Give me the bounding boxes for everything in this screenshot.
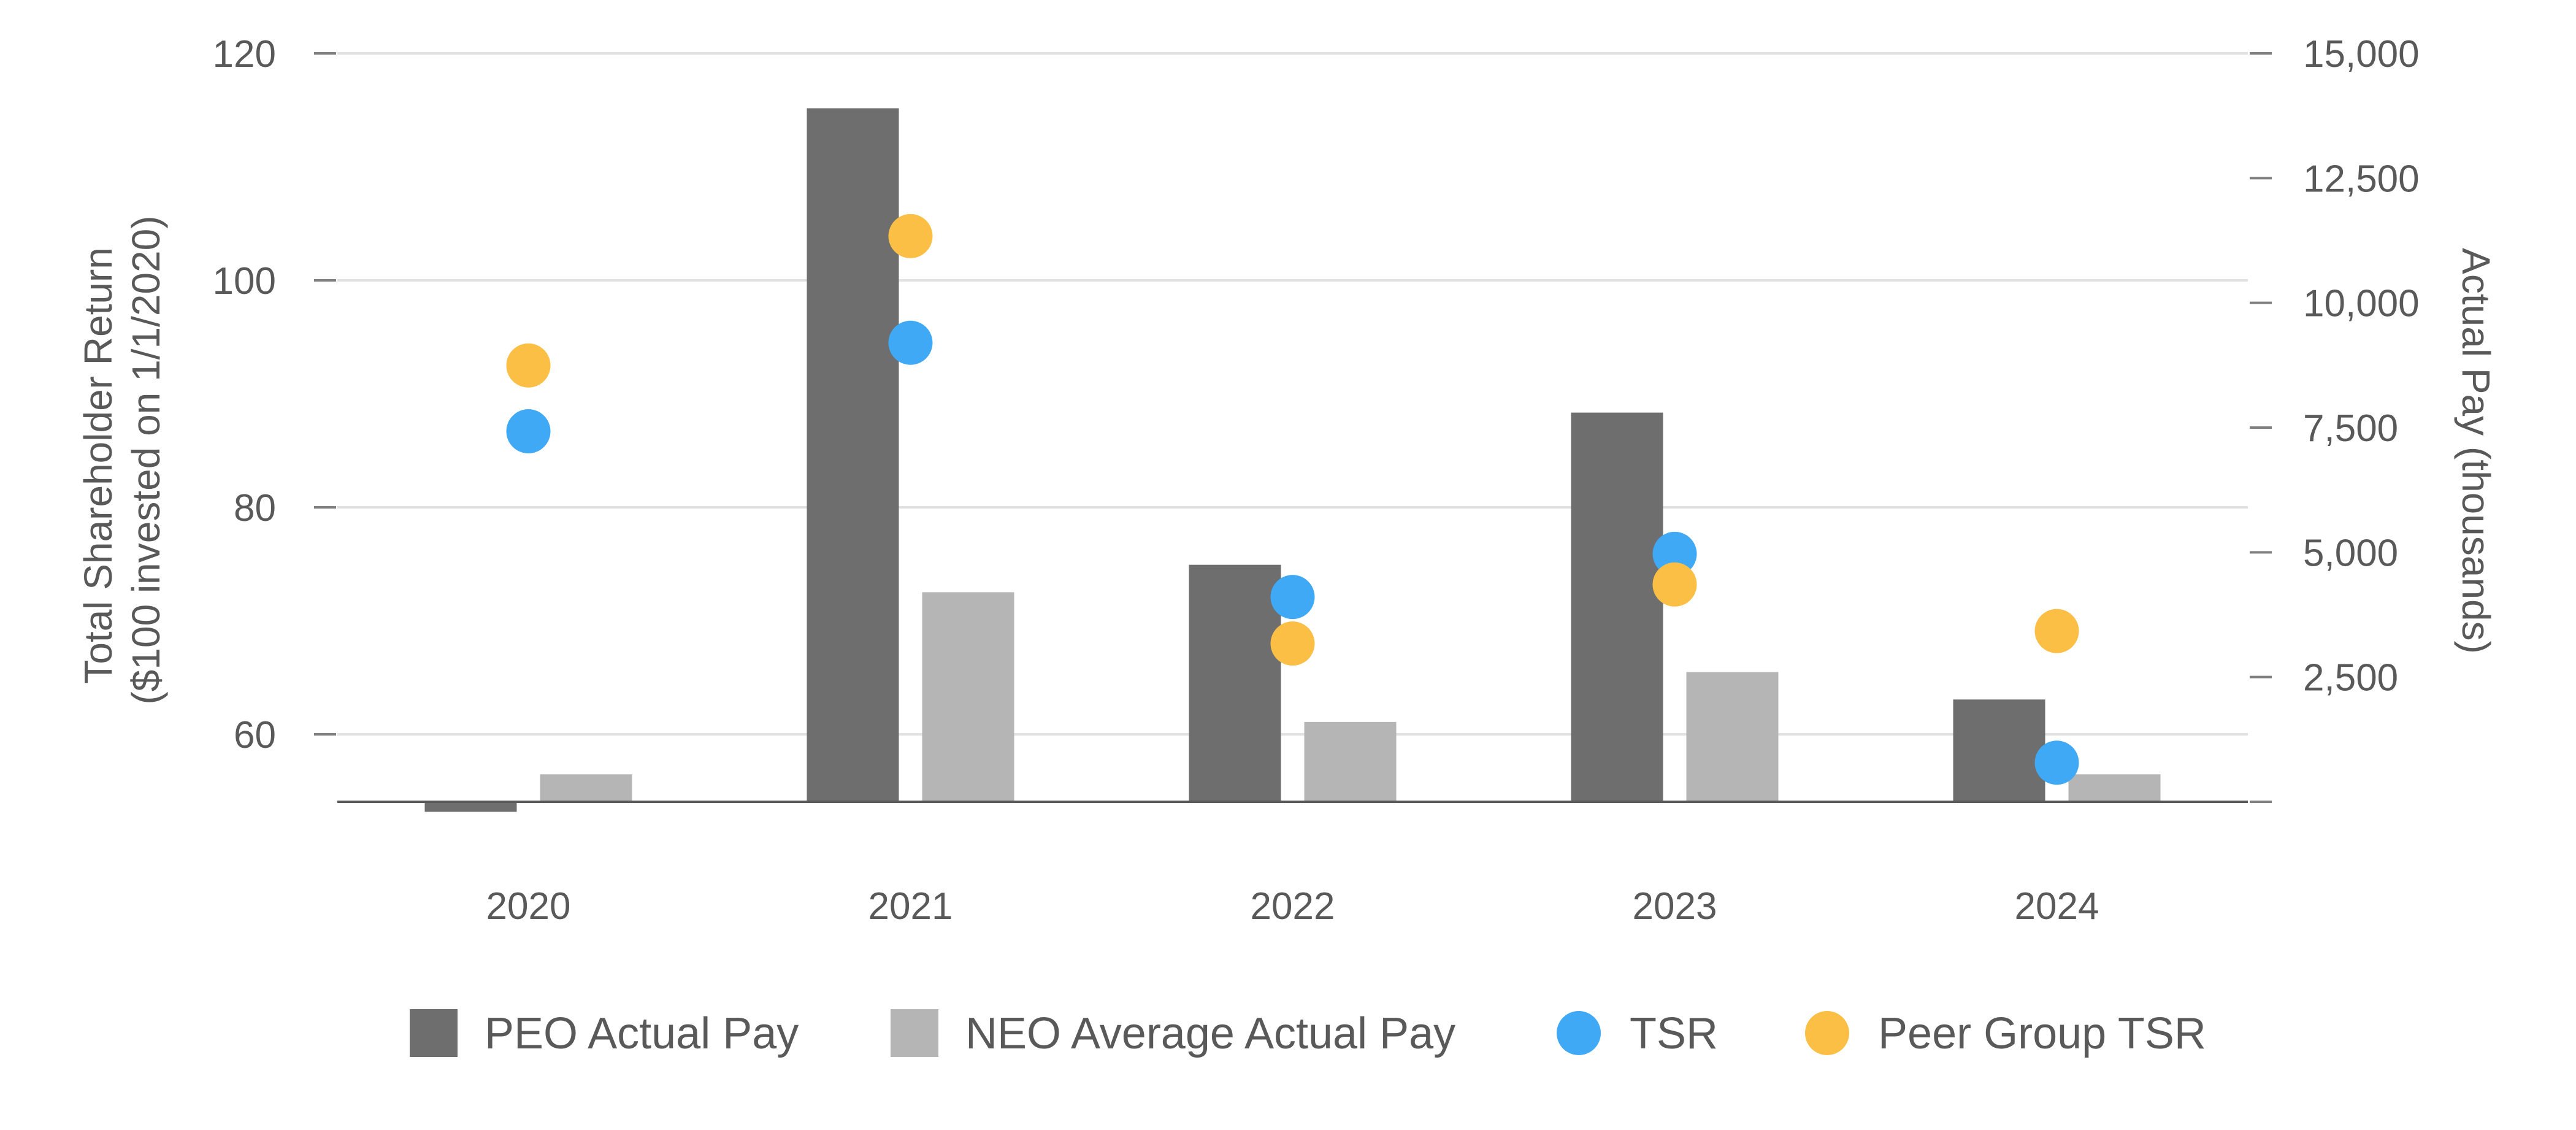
right-axis-ticks: 2,500 5,000 7,500 10,000 12,500 15,000 (2250, 33, 2420, 803)
right-tick-label: 5,000 (2303, 532, 2398, 574)
point-marks (506, 213, 2079, 785)
bar-peo-2022 (1189, 564, 1281, 802)
right-tick-label: 10,000 (2303, 283, 2420, 325)
legend-label-3: Peer Group TSR (1878, 1009, 2206, 1058)
right-axis-title: Actual Pay (thousands) (2454, 248, 2498, 654)
legend: PEO Actual Pay NEO Average Actual Pay TSR P… (410, 1009, 2206, 1058)
left-tick-label: 60 (234, 714, 276, 756)
tsr-point-2023 (1652, 531, 1697, 576)
gridlines (337, 52, 2248, 736)
right-tick-label: 15,000 (2303, 33, 2420, 75)
legend-swatch-0 (410, 1009, 458, 1057)
tsr-point-2021 (888, 320, 933, 365)
x-tick-label-2021: 2021 (868, 885, 953, 928)
peer-tsr-point-2023 (1652, 562, 1697, 607)
peer-tsr-point-2021 (888, 213, 933, 258)
bar-peo-2020 (424, 802, 517, 812)
right-tick-label: 7,500 (2303, 407, 2398, 450)
bar-peo-2021 (807, 108, 899, 802)
left-tick-label: 100 (213, 260, 276, 302)
left-axis-title: Total Shareholder Return ($100 invested … (76, 215, 168, 704)
bar-neo-2020 (540, 774, 632, 802)
tsr-point-2020 (506, 409, 551, 454)
left-axis-title-line2: ($100 invested on 1/1/2020) (124, 215, 168, 704)
x-tick-label-2023: 2023 (1633, 885, 1717, 928)
legend-label-2: TSR (1630, 1009, 1718, 1058)
left-tick-label: 80 (234, 487, 276, 529)
legend-swatch-3 (1805, 1011, 1849, 1055)
tsr-point-2024 (2034, 740, 2079, 785)
legend-swatch-2 (1557, 1011, 1601, 1055)
peer-tsr-point-2022 (1270, 621, 1315, 666)
x-tick-label-2024: 2024 (2015, 885, 2099, 928)
x-tick-label-2020: 2020 (486, 885, 571, 928)
legend-label-1: NEO Average Actual Pay (965, 1009, 1455, 1058)
legend-label-0: PEO Actual Pay (485, 1009, 799, 1058)
tsr-point-2022 (1270, 575, 1315, 620)
right-tick-label: 12,500 (2303, 158, 2420, 200)
right-tick-label: 2,500 (2303, 657, 2398, 699)
bar-marks (424, 108, 2161, 812)
bar-peo-2024 (1953, 699, 2045, 802)
bar-neo-2022 (1304, 721, 1397, 802)
bar-peo-2023 (1571, 412, 1663, 802)
legend-swatch-1 (891, 1009, 938, 1057)
left-axis-title-line1: Total Shareholder Return (76, 247, 120, 684)
left-axis-ticks: 60 80 100 120 (213, 33, 336, 756)
bar-neo-2023 (1686, 672, 1779, 802)
bar-neo-2021 (922, 592, 1014, 802)
bar-neo-2024 (2068, 774, 2161, 802)
left-tick-label: 120 (213, 33, 276, 75)
x-tick-label-2022: 2022 (1251, 885, 1335, 928)
peer-tsr-point-2024 (2034, 609, 2079, 653)
peer-tsr-point-2020 (506, 343, 551, 388)
x-axis-tick-labels: 2020 2021 2022 2023 2024 (486, 885, 2099, 928)
